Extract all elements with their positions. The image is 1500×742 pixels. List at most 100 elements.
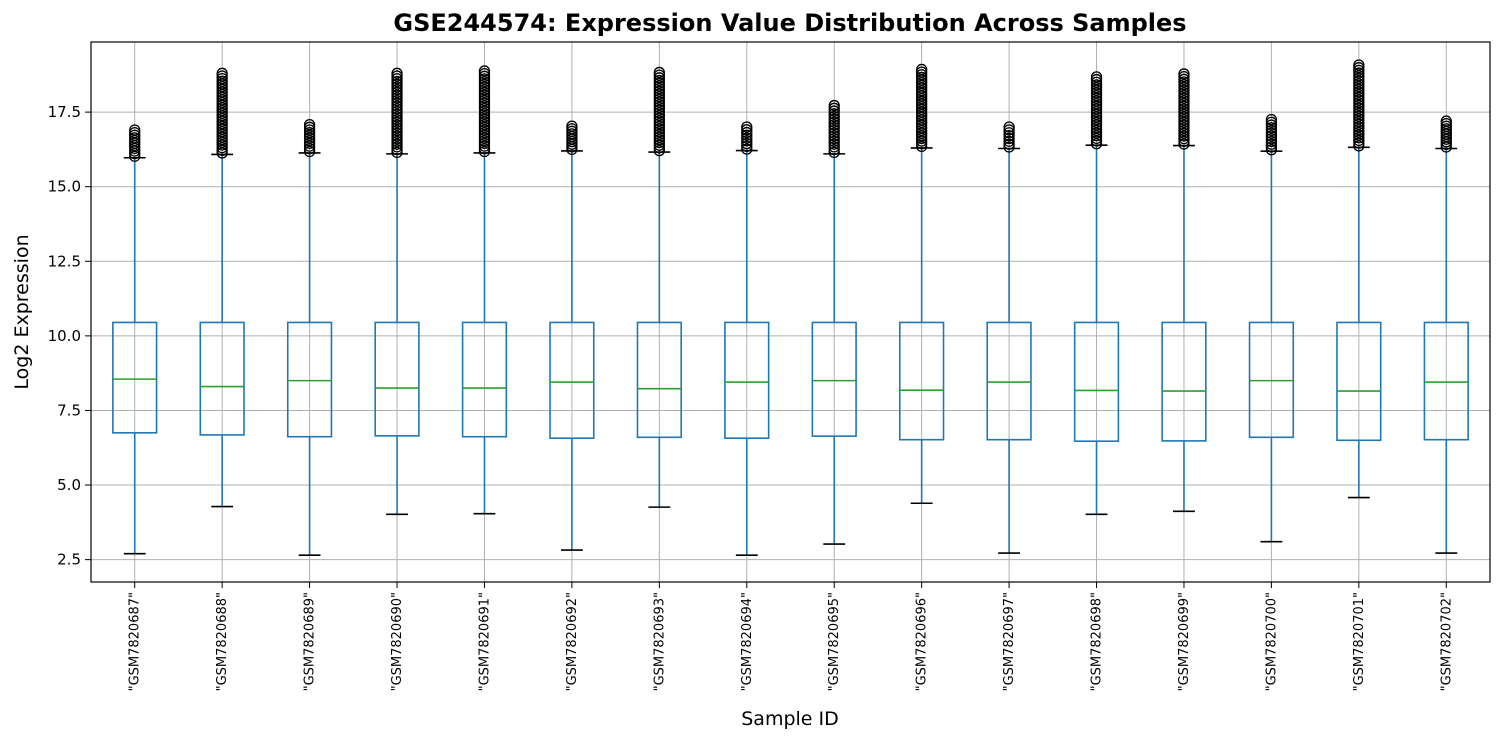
outlier-point	[1265, 113, 1278, 126]
outlier-point	[478, 73, 491, 85]
outlier-point	[828, 127, 840, 139]
outlier-point	[1090, 100, 1103, 112]
outlier-point	[1178, 89, 1190, 102]
x-tick-label: "GSM7820696"	[915, 592, 930, 691]
outlier-point	[1353, 72, 1365, 85]
axes: 2.5 5.0 7.5 10.0 12.5 15.0 17.5 "GSM7820687" "GS…	[48, 41, 1491, 691]
outlier-point	[391, 122, 403, 134]
outlier-point	[1353, 115, 1365, 128]
x-tick-label: "GSM7820687"	[128, 592, 143, 691]
outlier-point	[391, 97, 403, 109]
iqr-box	[724, 321, 770, 439]
box-group	[1336, 59, 1382, 499]
outlier-point	[303, 140, 316, 152]
outlier-point	[303, 143, 316, 155]
outlier-point	[1090, 119, 1103, 131]
outlier-point	[1265, 133, 1278, 145]
x-tick-label: "GSM7820690"	[390, 592, 405, 691]
iqr-box	[461, 321, 508, 438]
x-tick-label: "GSM7820700"	[1264, 592, 1279, 691]
outlier-point	[1353, 64, 1365, 77]
box-group	[199, 67, 245, 508]
outlier-point	[478, 97, 491, 109]
outlier-point	[1178, 130, 1190, 142]
outlier-point	[1178, 132, 1190, 145]
outlier-point	[1353, 107, 1365, 120]
outlier-point	[653, 134, 665, 146]
outlier-point	[828, 124, 840, 136]
outlier-point	[828, 113, 840, 125]
outlier-point	[1353, 118, 1365, 130]
box-group	[1161, 68, 1207, 513]
outlier-point	[653, 72, 665, 84]
outlier-point	[828, 108, 840, 120]
outlier-point	[1003, 138, 1015, 150]
outlier-point	[1178, 122, 1190, 134]
outlier-point	[391, 141, 403, 153]
outlier-point	[216, 67, 228, 79]
outlier-point	[1178, 76, 1190, 88]
outlier-point	[1090, 127, 1103, 139]
outlier-point	[1090, 111, 1103, 123]
iqr-box	[1336, 321, 1382, 442]
outlier-point	[391, 67, 403, 79]
outlier-point	[1353, 129, 1365, 141]
x-tick-label: "GSM7820698"	[1090, 592, 1105, 691]
outlier-point	[478, 137, 491, 150]
outlier-point	[478, 116, 491, 128]
outlier-point	[1090, 114, 1103, 126]
outlier-point	[1353, 59, 1365, 71]
outlier-point	[653, 142, 665, 154]
outlier-point	[916, 63, 928, 76]
outlier-point	[653, 131, 665, 143]
box-group	[898, 63, 945, 505]
outlier-point	[653, 93, 665, 106]
outlier-point	[478, 94, 491, 107]
outlier-point	[653, 69, 665, 81]
outlier-point	[653, 77, 665, 89]
outlier-point	[828, 102, 840, 114]
outlier-point	[916, 71, 928, 84]
outlier-point	[478, 100, 491, 112]
outlier-point	[1090, 81, 1103, 94]
outlier-point	[303, 127, 316, 139]
outlier-point	[391, 84, 403, 96]
outlier-point	[1003, 135, 1015, 147]
outlier-point	[1090, 116, 1103, 128]
outlier-point	[741, 121, 753, 133]
outlier-point	[391, 119, 403, 131]
iqr-box	[1423, 321, 1469, 441]
outlier-point	[1090, 79, 1103, 91]
outlier-point	[1178, 87, 1190, 99]
outlier-point	[653, 85, 665, 97]
box-group	[724, 121, 770, 556]
plot-frame	[90, 41, 1491, 583]
outlier-point	[1090, 84, 1103, 96]
box-group	[1073, 71, 1120, 516]
outlier-point	[653, 82, 665, 95]
outlier-point	[478, 143, 491, 155]
box-group	[986, 121, 1032, 554]
outlier-point	[1353, 105, 1365, 117]
outlier-point	[653, 80, 665, 92]
outlier-point	[1090, 71, 1103, 83]
box-group	[1423, 115, 1469, 554]
outlier-point	[1178, 119, 1190, 131]
x-tick-label: "GSM7820702"	[1439, 592, 1454, 691]
outlier-point	[129, 124, 141, 136]
outlier-point	[391, 133, 403, 145]
outlier-point	[478, 70, 491, 82]
outlier-point	[1178, 135, 1190, 147]
outlier-point	[391, 116, 403, 129]
outlier-point	[1265, 119, 1278, 131]
outlier-point	[1353, 113, 1365, 125]
outlier-point	[391, 105, 403, 118]
outlier-point	[741, 126, 753, 139]
outlier-point	[303, 132, 316, 144]
outlier-point	[391, 81, 403, 93]
outlier-point	[391, 146, 403, 159]
outlier-point	[1178, 95, 1190, 107]
outlier-point	[1090, 92, 1103, 104]
outlier-point	[1265, 124, 1278, 137]
